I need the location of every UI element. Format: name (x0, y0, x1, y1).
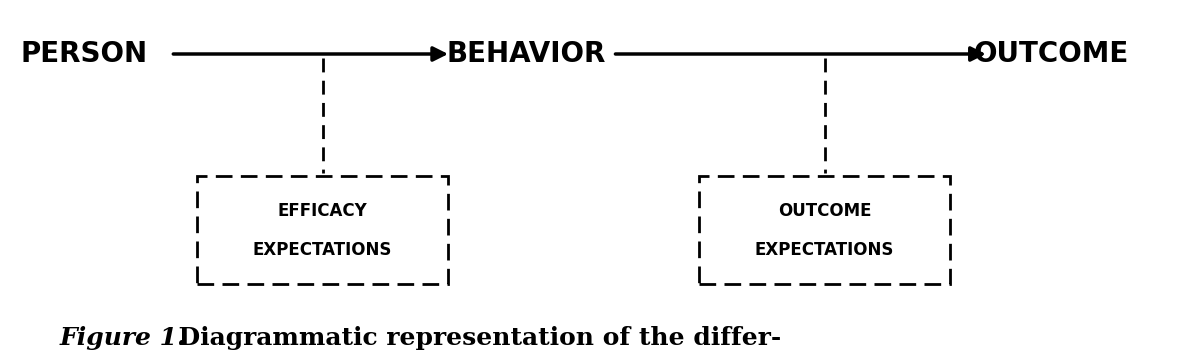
Text: OUTCOME: OUTCOME (778, 202, 871, 220)
Text: PERSON: PERSON (20, 40, 147, 68)
Text: OUTCOME: OUTCOME (974, 40, 1129, 68)
Text: EFFICACY: EFFICACY (277, 202, 368, 220)
Text: EXPECTATIONS: EXPECTATIONS (253, 241, 392, 259)
Text: Figure 1.: Figure 1. (60, 327, 186, 350)
Bar (197, 176, 448, 284)
Text: BEHAVIOR: BEHAVIOR (446, 40, 606, 68)
Text: EXPECTATIONS: EXPECTATIONS (755, 241, 894, 259)
Text: Diagrammatic representation of the differ-: Diagrammatic representation of the diffe… (161, 327, 782, 350)
Bar (699, 176, 950, 284)
